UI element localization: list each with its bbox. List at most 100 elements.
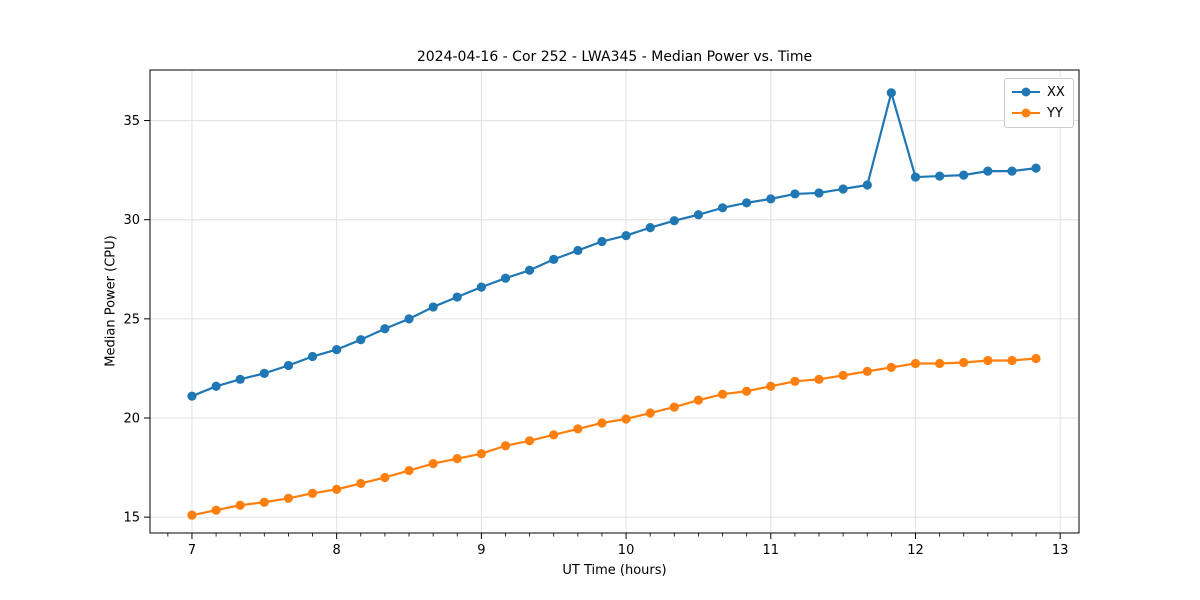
series-yy-marker [573,424,583,434]
series-xx-marker [307,351,318,362]
series-yy-marker [838,370,848,380]
series-xx-marker [669,216,679,226]
series-yy-marker [910,358,921,369]
series-yy-marker [452,454,462,464]
series-xx-marker [717,203,728,213]
series-yy-marker [717,389,728,399]
series-yy-marker [187,510,197,520]
series-xx-marker [187,391,197,401]
series-xx-marker [380,324,390,334]
x-tick-label-9: 9 [477,543,485,558]
legend-marker-yy-icon [1012,107,1040,119]
series-xx-marker [983,166,993,176]
series-xx-marker [356,335,366,345]
series-xx-marker [814,188,824,198]
series-yy-marker [862,366,872,376]
legend-label-yy: YY [1047,105,1063,121]
x-axis-label: UT Time (hours) [562,563,667,578]
y-tick-label-15: 15 [123,511,140,526]
series-xx-marker [428,302,438,312]
series-yy-marker [259,497,269,507]
series-yy-marker [621,414,631,424]
series-xx-marker [404,314,414,324]
y-tick-label-25: 25 [123,312,140,327]
series-yy-marker [597,418,607,428]
legend-label-xx: XX [1047,84,1065,100]
ticks [144,120,1061,539]
series-yy-marker [886,362,896,373]
series-yy-marker [524,436,535,446]
plot-border [149,69,1080,534]
series-xx-line [191,91,1037,398]
x-tick-label-11: 11 [763,543,780,558]
series-yy-marker [235,500,245,510]
tick-labels: 7 8 9 10 11 12 13 15 20 25 30 35 [123,114,1068,558]
series-yy-marker [356,478,366,489]
x-tick-label-8: 8 [333,543,341,558]
series-xx-marker [452,292,462,302]
series-xx-marker [500,273,511,283]
x-tick-label-10: 10 [618,543,635,558]
series-xx-marker [886,88,896,98]
series-xx-marker [645,223,655,233]
series-xx-marker [1031,163,1041,173]
series-xx-marker [766,194,776,204]
series-yy-marker [332,484,342,494]
series-xx-marker [910,172,921,182]
series-yy-marker [476,449,486,459]
series-xx-marker [549,254,559,264]
series-yy-marker [959,357,969,368]
series-xx-marker [332,344,342,355]
series-xx-marker [1007,166,1017,176]
series-xx-marker [838,184,848,194]
series-xx-marker [476,282,486,292]
series-yy-marker [307,488,318,498]
series-yy-marker [790,376,800,386]
series-xx-marker [862,180,872,190]
series-xx-marker [959,170,969,180]
y-tick-label-35: 35 [123,114,140,129]
grid [150,70,1079,533]
series-xx-marker [211,381,221,391]
series-yy-marker [1007,355,1017,366]
series-xx-marker [935,171,945,181]
series-yy-marker [814,374,824,384]
series-xx-marker [259,368,269,378]
series-yy-marker [669,402,679,412]
series-yy-marker [935,358,945,369]
series-xx [187,88,1041,401]
x-tick-label-12: 12 [907,543,924,558]
series-yy-marker [742,386,752,396]
y-axis-label: Median Power (CPU) [103,235,119,367]
series-xx-marker [790,189,800,199]
series-yy-marker [283,493,294,503]
series-yy-marker [211,505,221,515]
series-yy-marker [1031,353,1041,364]
series-yy-line [191,357,1037,517]
series-xx-marker [235,374,245,384]
y-tick-label-20: 20 [123,411,140,426]
series-xx-marker [597,236,607,247]
y-tick-label-30: 30 [123,213,140,228]
series-yy-marker [428,458,438,469]
chart-title: 2024-04-16 - Cor 252 - LWA345 - Median P… [416,49,813,65]
series-yy-marker [380,472,390,483]
series-xx-marker [524,265,535,275]
legend: XX YY [1004,78,1074,128]
series-yy-marker [500,441,511,451]
series-xx-marker [621,230,631,241]
series-xx-marker [742,198,752,208]
series-yy-marker [766,381,776,391]
series-yy-marker [693,395,704,405]
series-yy-marker [549,430,559,440]
series-yy [187,353,1041,520]
series-yy-marker [645,408,655,418]
series-xx-marker [573,245,583,256]
x-tick-label-7: 7 [188,543,196,558]
series-yy-marker [404,465,414,476]
series-xx-marker [283,360,294,371]
x-tick-label-13: 13 [1052,543,1069,558]
legend-entry-xx: XX [1012,83,1065,101]
